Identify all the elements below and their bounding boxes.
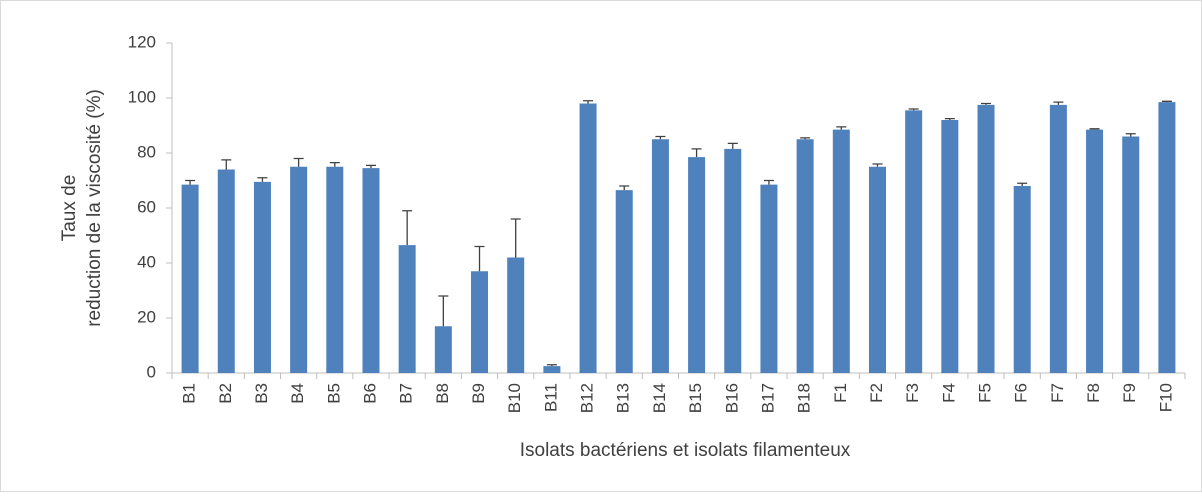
bar — [471, 271, 489, 373]
x-tick-label: B2 — [216, 383, 235, 404]
error-bar — [1125, 133, 1136, 137]
bar — [1049, 104, 1067, 373]
error-bar — [546, 364, 557, 367]
bar — [290, 166, 308, 373]
x-tick-label: B14 — [650, 383, 669, 413]
bar — [1158, 102, 1176, 373]
error-bar — [329, 161, 340, 167]
x-tick-label: B12 — [578, 383, 597, 413]
x-tick-label: F8 — [1084, 383, 1103, 403]
error-bar — [474, 245, 485, 272]
bar — [398, 245, 416, 373]
x-tick-label: B15 — [686, 383, 705, 413]
error-bar — [872, 163, 883, 167]
x-tick-label: B11 — [541, 383, 560, 412]
bar — [760, 184, 778, 373]
bar — [362, 168, 380, 373]
bar — [1013, 186, 1031, 373]
x-tick-label: B6 — [360, 383, 379, 404]
x-tick-label: B13 — [614, 383, 633, 413]
error-bar — [944, 117, 955, 120]
bar — [579, 103, 597, 373]
x-tick-label: B18 — [795, 383, 814, 413]
error-bar — [981, 102, 992, 105]
x-tick-label: B8 — [433, 383, 452, 404]
error-bar — [510, 218, 521, 258]
error-bar — [691, 148, 702, 158]
bar — [217, 169, 235, 373]
error-bar — [1017, 182, 1028, 186]
bar — [253, 181, 271, 373]
x-tick-label: B9 — [469, 383, 488, 404]
error-bar — [836, 126, 847, 130]
error-bar — [583, 100, 594, 104]
bar — [507, 257, 525, 373]
error-bar — [365, 164, 376, 169]
y-axis-title: reduction de la viscosité (%) — [84, 89, 105, 327]
x-tick-label: F2 — [867, 383, 886, 403]
x-tick-label: F6 — [1012, 383, 1031, 403]
y-tick-label: 60 — [137, 197, 156, 216]
error-bar — [655, 135, 666, 140]
bar — [724, 148, 742, 373]
bar — [868, 166, 886, 373]
y-tick-label: 80 — [137, 142, 156, 161]
x-tick-label: F9 — [1120, 383, 1139, 403]
bar — [977, 104, 995, 373]
x-tick-label: B5 — [324, 383, 343, 404]
x-tick-label: B10 — [505, 383, 524, 413]
bar — [688, 157, 706, 373]
x-tick-label: B3 — [252, 383, 271, 404]
x-tick-label: B17 — [758, 383, 777, 413]
bar — [326, 166, 344, 373]
error-bar — [438, 295, 449, 327]
y-tick-label: 100 — [128, 87, 156, 106]
x-tick-label: F7 — [1048, 383, 1067, 403]
error-bar — [221, 159, 232, 170]
x-tick-label: F5 — [976, 383, 995, 403]
bar — [615, 190, 633, 373]
x-tick-label: F3 — [903, 383, 922, 403]
bar — [832, 129, 850, 373]
bar — [905, 110, 923, 373]
y-tick-label: 0 — [147, 362, 156, 381]
bar — [1122, 136, 1140, 373]
error-bar — [293, 157, 304, 167]
x-tick-label: B7 — [397, 383, 416, 404]
bar — [796, 139, 814, 373]
x-tick-label: F1 — [831, 383, 850, 403]
error-bar — [1089, 128, 1100, 130]
error-bar — [908, 108, 919, 111]
bar — [434, 326, 452, 373]
error-bar — [800, 137, 811, 140]
x-tick-label: B1 — [180, 383, 199, 404]
error-bar — [402, 210, 413, 246]
error-bar — [619, 185, 630, 191]
error-bar — [185, 179, 196, 185]
x-tick-label: F10 — [1156, 383, 1175, 412]
y-tick-label: 40 — [137, 252, 156, 271]
bar — [181, 184, 199, 373]
y-tick-label: 120 — [128, 32, 156, 51]
x-tick-label: F4 — [939, 383, 958, 403]
bar — [651, 139, 669, 373]
error-bar — [257, 177, 268, 182]
x-axis-title: Isolats bactériens et isolats filamenteu… — [520, 440, 851, 461]
x-tick-label: B4 — [288, 383, 307, 404]
error-bar — [1161, 100, 1172, 103]
y-axis-title: Taux de — [59, 175, 80, 242]
bar — [543, 366, 561, 373]
error-bar — [1053, 101, 1064, 105]
error-bar — [763, 179, 774, 185]
error-bar — [727, 142, 738, 149]
bar — [941, 120, 959, 373]
x-tick-label: B16 — [722, 383, 741, 413]
y-tick-label: 20 — [137, 307, 156, 326]
bar — [1086, 129, 1104, 373]
